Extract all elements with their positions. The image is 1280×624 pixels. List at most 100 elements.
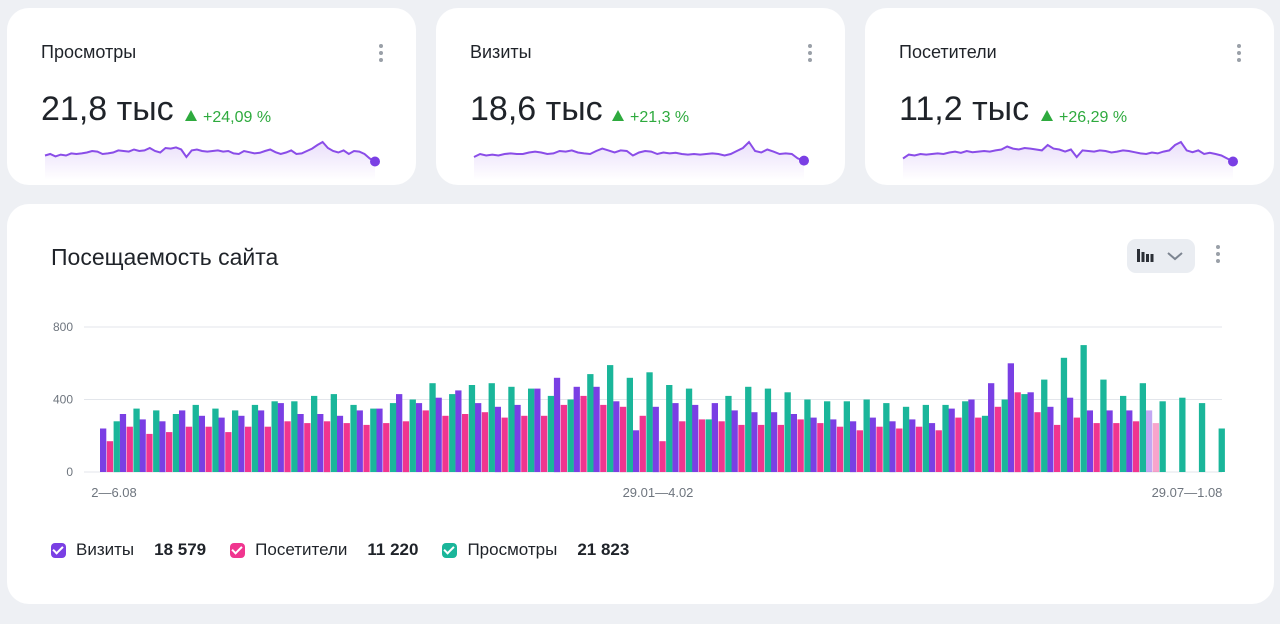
- y-tick-label: 0: [66, 465, 73, 479]
- bar-visits: [573, 386, 580, 472]
- bar-visits: [179, 410, 186, 472]
- bar-visitors: [501, 417, 508, 472]
- bar-views: [528, 388, 535, 472]
- bar-visitors: [1152, 423, 1159, 472]
- bar-visits: [1126, 410, 1133, 472]
- bar-views: [1041, 379, 1048, 472]
- bar-visitors: [521, 415, 528, 472]
- bar-views: [607, 365, 614, 472]
- bar-visits: [1027, 392, 1034, 473]
- kpi-card-visitors[interactable]: Посетители 11,2 тыс +26,29 %: [865, 8, 1274, 185]
- more-vertical-icon[interactable]: [1232, 44, 1246, 68]
- chart-title: Посещаемость сайта: [51, 244, 279, 270]
- legend-item-visitors[interactable]: Посетители 11 220: [230, 540, 418, 560]
- bar-views: [784, 392, 791, 473]
- sparkline-line: [473, 140, 805, 162]
- bar-visits: [317, 414, 324, 472]
- x-tick-label: 29.07—1.08: [1152, 485, 1223, 500]
- bar-visitors: [1093, 423, 1100, 472]
- bar-visits: [909, 419, 916, 472]
- bar-visitors: [402, 421, 410, 473]
- legend: Визиты 18 579 Посетители 11 220 Просмотр…: [51, 540, 653, 560]
- legend-item-visits[interactable]: Визиты 18 579: [51, 540, 206, 560]
- bar-views: [587, 374, 594, 472]
- bar-visitors: [619, 406, 627, 473]
- legend-label: Визиты: [76, 540, 135, 559]
- bar-visitors: [659, 441, 666, 472]
- arrow-up-icon: [612, 110, 624, 121]
- bar-visits: [553, 377, 561, 473]
- more-vertical-icon[interactable]: [803, 44, 817, 68]
- bar-visitors: [856, 430, 863, 472]
- legend-total: 21 823: [577, 540, 630, 559]
- legend-item-views[interactable]: Просмотры 21 823: [442, 540, 629, 560]
- kpi-card-visits[interactable]: Визиты 18,6 тыс +21,3 %: [436, 8, 845, 185]
- bar-visitors: [679, 421, 686, 473]
- sparkline-line: [902, 140, 1234, 163]
- kpi-value: 21,8 тыс: [41, 90, 174, 128]
- bar-visitors: [994, 406, 1002, 473]
- bar-visits: [159, 421, 166, 473]
- bar-visits: [100, 428, 107, 472]
- kpi-card-views[interactable]: Просмотры 21,8 тыс +24,09 %: [7, 8, 416, 185]
- bar-views: [192, 404, 199, 472]
- bar-visits: [593, 386, 600, 472]
- bar-visits: [751, 412, 758, 472]
- bar-views: [232, 410, 239, 472]
- bar-visits: [455, 390, 462, 472]
- bar-views: [745, 386, 752, 472]
- checkbox-icon[interactable]: [442, 542, 458, 558]
- sparkline-end-dot: [370, 156, 380, 167]
- bar-views: [685, 388, 693, 472]
- bar-views: [1139, 383, 1146, 472]
- bar-visitors: [442, 415, 449, 472]
- bar-visitors: [600, 404, 607, 472]
- bar-views: [666, 385, 673, 472]
- sparkline-end-dot: [799, 155, 809, 166]
- bar-views: [1080, 345, 1087, 472]
- bar-visits: [1086, 410, 1093, 472]
- bar-visits: [810, 417, 817, 472]
- bar-visitors: [836, 426, 844, 472]
- kpi-delta: +24,09 %: [185, 109, 271, 127]
- more-vertical-icon[interactable]: [1211, 245, 1225, 269]
- bar-visits: [1047, 406, 1054, 473]
- bar-views: [468, 385, 476, 472]
- chart-type-dropdown[interactable]: [1127, 239, 1195, 273]
- bar-visits: [1106, 410, 1113, 472]
- bar-visits: [830, 419, 837, 472]
- bar-visits: [534, 388, 541, 472]
- checkbox-icon[interactable]: [51, 542, 66, 558]
- bar-visits: [218, 417, 225, 472]
- bar-views: [370, 408, 377, 472]
- bar-visits: [356, 410, 363, 472]
- bar-views: [883, 403, 890, 472]
- bar-views: [409, 399, 416, 472]
- bar-visitors: [1132, 421, 1140, 473]
- bar-visitors: [422, 410, 429, 472]
- bar-views: [705, 419, 712, 472]
- bar-visits: [415, 403, 423, 472]
- x-tick-label: 2—6.08: [91, 485, 137, 500]
- bar-views: [172, 414, 180, 472]
- bar-views: [449, 394, 456, 472]
- kpi-title: Посетители: [899, 42, 997, 62]
- bar-visits: [277, 403, 284, 472]
- checkbox-icon[interactable]: [230, 542, 246, 558]
- bar-visitors: [304, 423, 311, 472]
- bar-visits: [1066, 397, 1074, 472]
- more-vertical-icon[interactable]: [374, 44, 388, 68]
- bar-views: [824, 401, 831, 472]
- bar-visitors: [738, 424, 745, 472]
- bar-views: [725, 395, 732, 472]
- bar-visits: [613, 401, 620, 472]
- bar-views: [271, 401, 278, 472]
- arrow-up-icon: [185, 110, 197, 121]
- bar-views: [389, 403, 397, 472]
- bar-visitors: [225, 432, 232, 472]
- sparkline-area: [45, 142, 375, 180]
- bar-visits: [198, 415, 205, 472]
- bar-visitors: [698, 419, 706, 472]
- bar-views: [311, 395, 318, 472]
- bar-views: [212, 408, 219, 472]
